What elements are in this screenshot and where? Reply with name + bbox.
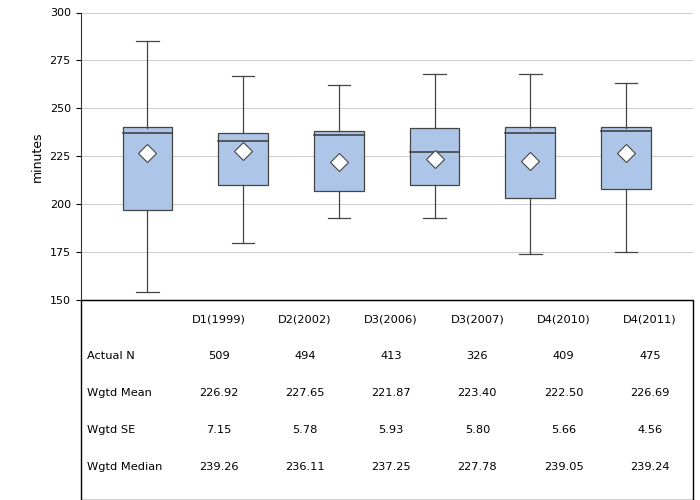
Text: 4.56: 4.56 (637, 425, 662, 435)
Text: 5.80: 5.80 (465, 425, 490, 435)
Text: D4(2011): D4(2011) (623, 314, 677, 324)
Y-axis label: minutes: minutes (31, 131, 44, 182)
Text: D4(2010): D4(2010) (537, 314, 590, 324)
Text: Wgtd SE: Wgtd SE (87, 425, 135, 435)
Bar (218, 133, 268, 185)
Text: 226.92: 226.92 (199, 388, 238, 398)
Text: D3(2006): D3(2006) (364, 314, 418, 324)
Text: D1(1999): D1(1999) (192, 314, 246, 324)
Text: Wgtd Mean: Wgtd Mean (87, 388, 151, 398)
Bar (410, 128, 459, 185)
Bar (601, 128, 651, 189)
Text: 5.78: 5.78 (292, 425, 318, 435)
Text: 237.25: 237.25 (371, 462, 411, 472)
Text: 227.78: 227.78 (458, 462, 497, 472)
Text: 239.26: 239.26 (199, 462, 238, 472)
Text: 413: 413 (380, 351, 402, 361)
Text: 475: 475 (639, 351, 661, 361)
Bar (314, 132, 364, 190)
Text: 223.40: 223.40 (458, 388, 497, 398)
Text: 221.87: 221.87 (371, 388, 411, 398)
Text: 227.65: 227.65 (285, 388, 325, 398)
Text: 5.93: 5.93 (379, 425, 404, 435)
Text: 494: 494 (294, 351, 316, 361)
Bar (505, 128, 555, 198)
Text: 236.11: 236.11 (285, 462, 325, 472)
Text: 7.15: 7.15 (206, 425, 231, 435)
Text: 239.05: 239.05 (544, 462, 584, 472)
Text: Actual N: Actual N (87, 351, 134, 361)
Text: 326: 326 (467, 351, 488, 361)
Text: 222.50: 222.50 (544, 388, 583, 398)
Text: 226.69: 226.69 (630, 388, 670, 398)
Bar (122, 128, 172, 210)
Text: 409: 409 (553, 351, 575, 361)
Text: Wgtd Median: Wgtd Median (87, 462, 162, 472)
Text: D2(2002): D2(2002) (278, 314, 332, 324)
Text: D3(2007): D3(2007) (451, 314, 504, 324)
Text: 5.66: 5.66 (551, 425, 576, 435)
Text: 239.24: 239.24 (630, 462, 670, 472)
Text: 509: 509 (208, 351, 230, 361)
